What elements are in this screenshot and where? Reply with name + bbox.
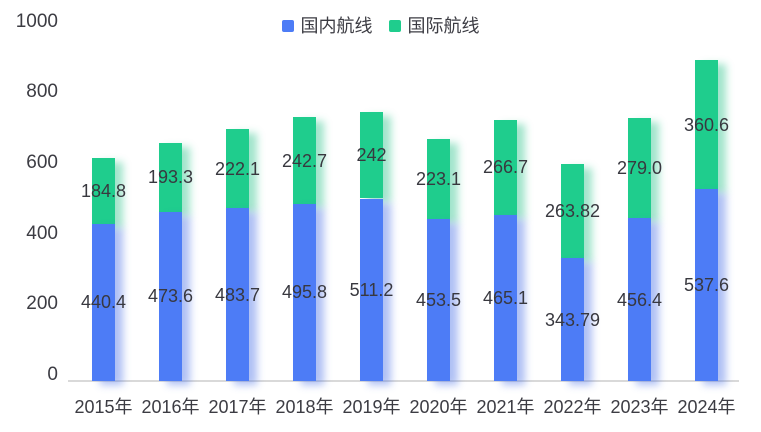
bar-label-domestic: 440.4 (80, 292, 127, 313)
bar-segment-domestic[interactable] (293, 203, 316, 381)
y-axis-tick-label: 600 (26, 151, 58, 173)
bar-segment-domestic[interactable] (92, 223, 115, 381)
x-axis-label: 2015年 (74, 397, 133, 417)
legend: 国内航线 国际航线 (0, 16, 761, 36)
y-axis-tick-label: 800 (26, 81, 58, 103)
x-axis-label: 2018年 (275, 397, 334, 417)
bar-segment-international[interactable] (427, 139, 450, 220)
bar-label-international: 279.0 (616, 158, 663, 179)
y-axis-tick-label: 400 (26, 222, 58, 244)
bar-segment-domestic[interactable] (561, 258, 584, 381)
bar-segment-domestic[interactable] (628, 218, 651, 381)
bar-label-international: 193.3 (147, 167, 194, 188)
bar-label-domestic: 453.5 (415, 290, 462, 311)
y-axis-tick-label: 200 (26, 293, 58, 315)
bar-label-international: 266.7 (482, 157, 529, 178)
bar-label-international: 184.8 (80, 180, 127, 201)
bar-segment-international[interactable] (159, 142, 182, 212)
bar-label-domestic: 473.6 (147, 286, 194, 307)
bar-label-international: 223.1 (415, 169, 462, 190)
bar-segment-international[interactable] (226, 129, 249, 209)
legend-label-domestic: 国内航线 (300, 16, 373, 36)
legend-swatch-international-icon (388, 20, 401, 32)
bar-segment-international[interactable] (293, 117, 316, 204)
bar-label-domestic: 343.79 (544, 309, 601, 330)
bar-label-international: 242 (356, 145, 387, 166)
bar-label-domestic: 537.6 (683, 275, 730, 296)
legend-item-international[interactable]: 国际航线 (388, 16, 480, 36)
bar-segment-international[interactable] (695, 60, 718, 190)
x-axis-label: 2021年 (476, 397, 535, 417)
bar-segment-international[interactable] (92, 157, 115, 224)
x-axis-label: 2016年 (141, 397, 200, 417)
x-axis-label: 2017年 (208, 397, 267, 417)
bar-label-domestic: 511.2 (349, 279, 394, 300)
bar-segment-domestic[interactable] (360, 198, 383, 381)
bar-segment-domestic[interactable] (427, 219, 450, 381)
legend-swatch-domestic-icon (281, 20, 294, 32)
legend-item-domestic[interactable]: 国内航线 (281, 16, 373, 36)
bar-segment-international[interactable] (628, 118, 651, 219)
x-axis-label: 2024年 (677, 397, 736, 417)
x-axis-label: 2020年 (409, 397, 468, 417)
bar-label-international: 263.82 (544, 201, 601, 222)
x-axis-label: 2019年 (342, 397, 401, 417)
x-axis-line (68, 380, 739, 382)
bar-label-international: 360.6 (683, 114, 730, 135)
x-axis-label: 2022年 (543, 397, 602, 417)
bar-segment-international[interactable] (360, 112, 383, 199)
bar-segment-domestic[interactable] (695, 189, 718, 381)
bar-segment-international[interactable] (494, 119, 517, 215)
bar-label-international: 222.1 (214, 158, 261, 179)
bar-segment-international[interactable] (561, 164, 584, 259)
bar-segment-domestic[interactable] (494, 214, 517, 381)
bar-label-domestic: 456.4 (616, 289, 663, 310)
x-axis-label: 2023年 (610, 397, 669, 417)
bar-label-domestic: 465.1 (482, 287, 529, 308)
bar-segment-domestic[interactable] (226, 208, 249, 381)
legend-label-international: 国际航线 (407, 16, 480, 36)
bar-label-international: 242.7 (281, 150, 328, 171)
bar-label-domestic: 483.7 (214, 284, 261, 305)
bar-label-domestic: 495.8 (281, 282, 328, 303)
y-axis-tick-label: 1000 (15, 10, 58, 32)
bar-segment-domestic[interactable] (159, 211, 182, 381)
y-axis-tick-label: 0 (47, 364, 58, 385)
